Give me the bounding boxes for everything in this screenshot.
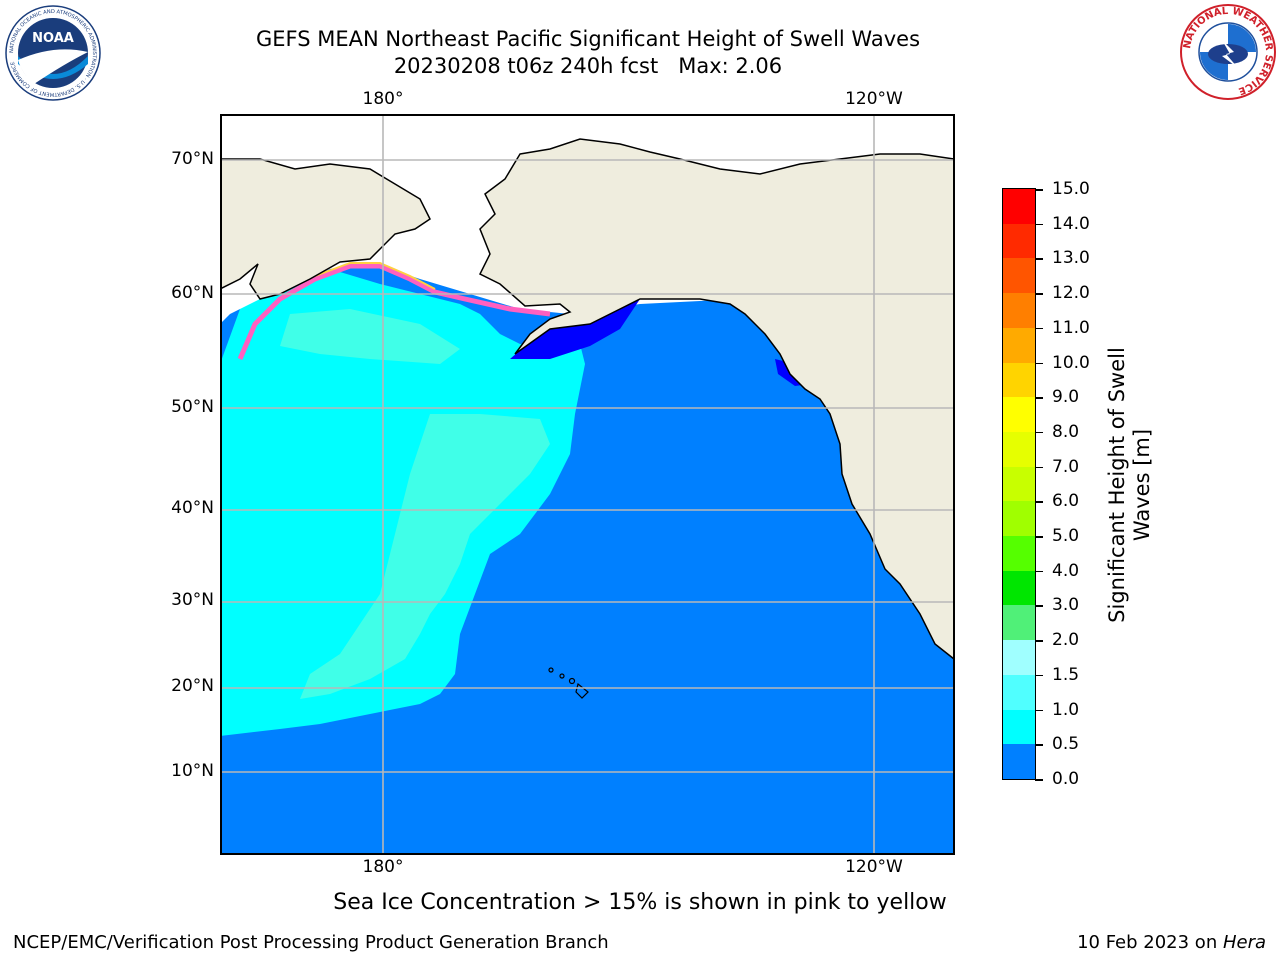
colorbar-band	[1003, 605, 1035, 641]
lat-label-20n: 20°N	[171, 676, 214, 696]
chart-subtitle: 20230208 t06z 240h fcst Max: 2.06	[393, 54, 783, 78]
colorbar-tick	[1035, 258, 1043, 260]
graticule	[220, 114, 954, 854]
colorbar-tick	[1035, 779, 1043, 781]
colorbar-label: Significant Height of Swell Waves [m]	[1105, 347, 1154, 623]
land-siberia	[220, 158, 431, 300]
svg-text:NOAA: NOAA	[32, 31, 74, 46]
producer-credit: NCEP/EMC/Verification Post Processing Pr…	[13, 932, 609, 953]
colorbar-tick-label: 15.0	[1052, 179, 1090, 199]
colorbar-tick-label: 3.0	[1052, 595, 1080, 616]
colorbar-tick-label: 2.0	[1052, 630, 1080, 651]
colorbar-tick	[1035, 536, 1043, 538]
sea-ice-edge-yellow	[314, 262, 436, 290]
land-north-america	[478, 138, 954, 660]
colorbar-tick	[1035, 293, 1043, 295]
lat-label-10n: 10°N	[171, 761, 214, 781]
lat-label-30n: 30°N	[171, 590, 214, 610]
colorbar-band	[1003, 536, 1035, 572]
lon-label-bottom-180: 180°	[362, 857, 404, 877]
colorbar-tick	[1035, 570, 1043, 573]
run-host: Hera	[1222, 932, 1266, 953]
colorbar-band	[1003, 466, 1035, 502]
colorbar-tick-label: 9.0	[1052, 387, 1080, 408]
colorbar-tick	[1035, 189, 1043, 191]
colorbar-band	[1003, 362, 1035, 398]
colorbar-tick	[1035, 744, 1043, 746]
colorbar-tick	[1035, 605, 1043, 607]
colorbar-band	[1003, 674, 1035, 711]
colorbar-tick	[1035, 223, 1043, 226]
colorbar-band	[1003, 327, 1035, 364]
map-panel	[220, 114, 955, 855]
colorbar-tick-label: 11.0	[1052, 317, 1090, 338]
hawaiian-islands	[548, 667, 589, 699]
colorbar-tick-label: 14.0	[1052, 213, 1090, 234]
colorbar-band	[1003, 223, 1035, 259]
colorbar-tick	[1035, 466, 1043, 469]
sea-ice-footnote: Sea Ice Concentration > 15% is shown in …	[333, 890, 947, 915]
swell-zone-1-5-2-0-north	[280, 309, 460, 364]
colorbar-band	[1003, 744, 1035, 780]
colorbar-tick	[1035, 674, 1043, 677]
colorbar-tick-label: 0.5	[1052, 734, 1080, 755]
colorbar-tick	[1035, 709, 1043, 712]
colorbar-band	[1003, 640, 1035, 676]
colorbar-tick	[1035, 397, 1043, 399]
map-frame	[220, 114, 955, 855]
colorbar	[1002, 188, 1036, 780]
colorbar-tick-label: 5.0	[1052, 526, 1080, 547]
colorbar-band	[1003, 293, 1035, 329]
lon-label-top-180: 180°	[362, 89, 404, 109]
run-date: 10 Feb 2023 on	[1077, 932, 1223, 953]
colorbar-tick-label: 0.0	[1052, 769, 1080, 789]
colorbar-band	[1003, 431, 1035, 468]
noaa-logo: NATIONAL OCEANIC AND ATMOSPHERIC ADMINIS…	[5, 5, 101, 101]
chart-title: GEFS MEAN Northeast Pacific Significant …	[255, 27, 921, 51]
colorbar-tick-label: 10.0	[1052, 352, 1090, 373]
colorbar-tick-label: 1.5	[1052, 664, 1080, 685]
lat-label-60n: 60°N	[171, 283, 214, 303]
run-date-credit: 10 Feb 2023 on Hera	[1077, 932, 1266, 953]
colorbar-band	[1003, 189, 1035, 225]
colorbar-band	[1003, 570, 1035, 606]
lon-label-bottom-120w: 120°W	[845, 857, 903, 877]
colorbar-tick-label: 7.0	[1052, 456, 1080, 477]
colorbar-band	[1003, 258, 1035, 294]
colorbar-tick	[1035, 362, 1043, 365]
lon-label-top-120w: 120°W	[845, 89, 903, 109]
lat-label-70n: 70°N	[171, 149, 214, 169]
colorbar-band	[1003, 501, 1035, 537]
colorbar-band	[1003, 397, 1035, 433]
nws-logo: NATIONAL WEATHER SERVICE	[1180, 4, 1276, 100]
lat-label-40n: 40°N	[171, 498, 214, 518]
swell-zone-1-5-2-0	[300, 414, 550, 699]
colorbar-tick	[1035, 640, 1043, 642]
colorbar-tick	[1035, 431, 1043, 434]
colorbar-tick-label: 13.0	[1052, 248, 1090, 269]
lat-label-50n: 50°N	[171, 397, 214, 417]
colorbar-tick-label: 1.0	[1052, 699, 1080, 720]
colorbar-band	[1003, 709, 1035, 745]
sea-ice-edge	[237, 263, 551, 360]
colorbar-tick	[1035, 501, 1043, 503]
colorbar-tick	[1035, 327, 1043, 330]
colorbar-tick-label: 12.0	[1052, 283, 1090, 304]
colorbar-tick-label: 4.0	[1052, 560, 1080, 581]
colorbar-tick-label: 6.0	[1052, 491, 1080, 512]
colorbar-tick-label: 8.0	[1052, 421, 1080, 442]
